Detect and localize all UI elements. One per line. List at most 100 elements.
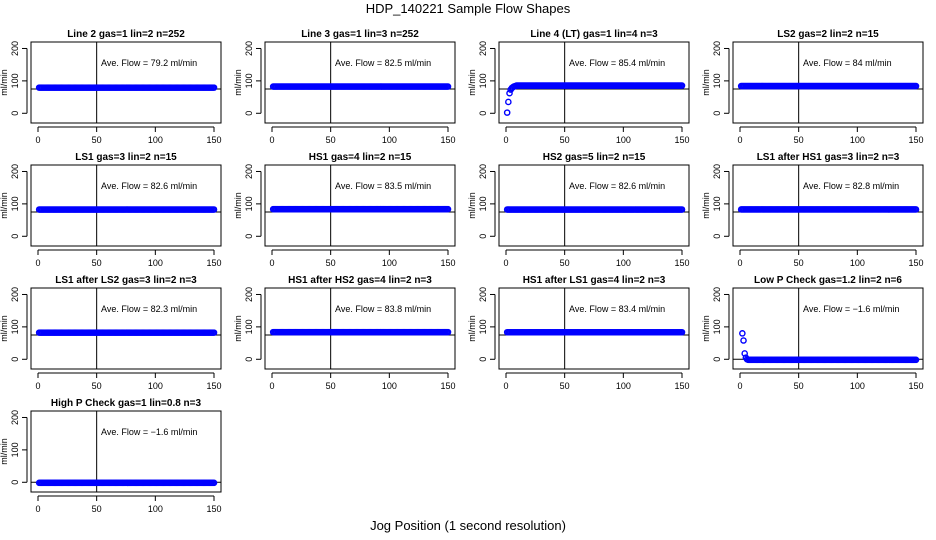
x-tick-label: 0 xyxy=(269,258,274,268)
data-point xyxy=(210,329,218,336)
y-axis-label: ml/min xyxy=(233,315,243,342)
y-tick-label: 100 xyxy=(478,196,488,211)
x-tick-label: 150 xyxy=(674,135,689,145)
y-axis-label: ml/min xyxy=(0,69,9,96)
y-tick-label: 200 xyxy=(712,287,722,302)
plot-frame xyxy=(30,410,222,493)
x-tick-label: 100 xyxy=(850,258,865,268)
panel-10: HS1 after HS2 gas=4 lin=2 n=3 Ave. Flow =… xyxy=(233,275,456,391)
x-tick-label: 0 xyxy=(35,381,40,391)
y-tick-label: 200 xyxy=(10,410,20,425)
panel-13: High P Check gas=1 lin=0.8 n=3 Ave. Flow … xyxy=(0,398,222,514)
x-tick-label: 0 xyxy=(35,504,40,514)
x-tick-label: 0 xyxy=(503,381,508,391)
panel-12: Low P Check gas=1.2 lin=2 n=6 Ave. Flow =… xyxy=(701,275,924,391)
data-point xyxy=(210,479,218,487)
x-tick-label: 0 xyxy=(269,381,274,391)
y-axis-label: ml/min xyxy=(467,192,477,219)
y-tick-label: 100 xyxy=(712,319,722,334)
panel-7: HS2 gas=5 lin=2 n=15 Ave. Flow = 82.6 ml/… xyxy=(467,152,690,268)
flow-annotation: Ave. Flow = 82.8 ml/min xyxy=(803,181,899,191)
data-point xyxy=(444,205,452,213)
x-tick-label: 150 xyxy=(440,258,455,268)
panel-title: High P Check gas=1 lin=0.8 n=3 xyxy=(51,398,202,409)
x-tick-label: 50 xyxy=(794,135,804,145)
panel-title: LS2 gas=2 lin=2 n=15 xyxy=(777,29,879,40)
panel-title: HS1 after LS1 gas=4 lin=2 n=3 xyxy=(523,275,666,286)
flow-annotation: Ave. Flow = 83.4 ml/min xyxy=(569,304,665,314)
x-tick-label: 0 xyxy=(269,135,274,145)
y-tick-label: 200 xyxy=(712,164,722,179)
plot-frame xyxy=(264,41,456,124)
flow-annotation: Ave. Flow = 82.3 ml/min xyxy=(101,304,197,314)
x-tick-label: 150 xyxy=(440,381,455,391)
y-tick-label: 200 xyxy=(10,164,20,179)
y-tick-label: 100 xyxy=(712,196,722,211)
x-tick-label: 50 xyxy=(326,381,336,391)
x-tick-label: 50 xyxy=(560,135,570,145)
x-tick-label: 150 xyxy=(908,258,923,268)
x-tick-label: 150 xyxy=(674,258,689,268)
y-tick-label: 0 xyxy=(478,111,488,116)
y-tick-label: 0 xyxy=(10,111,20,116)
x-tick-label: 0 xyxy=(737,381,742,391)
x-tick-label: 100 xyxy=(148,381,163,391)
x-tick-label: 100 xyxy=(616,381,631,391)
y-tick-label: 100 xyxy=(478,73,488,88)
data-point xyxy=(739,330,746,337)
data-point xyxy=(912,356,920,364)
plot-frame xyxy=(30,287,222,370)
plot-frame xyxy=(498,41,690,124)
x-tick-label: 0 xyxy=(503,258,508,268)
x-tick-label: 0 xyxy=(737,135,742,145)
y-tick-label: 100 xyxy=(10,73,20,88)
y-tick-label: 200 xyxy=(712,41,722,56)
x-tick-label: 150 xyxy=(206,504,221,514)
y-tick-label: 0 xyxy=(10,234,20,239)
y-tick-label: 0 xyxy=(244,111,254,116)
panel-6: HS1 gas=4 lin=2 n=15 Ave. Flow = 83.5 ml/… xyxy=(233,152,456,268)
flow-annotation: Ave. Flow = 82.6 ml/min xyxy=(101,181,197,191)
flow-annotation: Ave. Flow = 82.5 ml/min xyxy=(335,58,431,68)
x-tick-label: 100 xyxy=(382,381,397,391)
data-point xyxy=(505,98,512,106)
x-axis-label: Jog Position (1 second resolution) xyxy=(370,518,566,533)
flow-annotation: Ave. Flow = −1.6 ml/min xyxy=(803,304,899,314)
x-tick-label: 50 xyxy=(794,258,804,268)
flow-annotation: Ave. Flow = 82.6 ml/min xyxy=(569,181,665,191)
flow-annotation: Ave. Flow = 83.5 ml/min xyxy=(335,181,431,191)
data-point xyxy=(678,206,686,213)
plot-frame xyxy=(732,287,924,370)
plot-frame xyxy=(498,164,690,247)
y-tick-label: 0 xyxy=(10,357,20,362)
flow-annotation: Ave. Flow = 84 ml/min xyxy=(803,58,892,68)
flow-annotation: Ave. Flow = 83.8 ml/min xyxy=(335,304,431,314)
y-tick-label: 200 xyxy=(244,287,254,302)
panel-4: LS2 gas=2 lin=2 n=15 Ave. Flow = 84 ml/mi… xyxy=(701,29,924,145)
panel-title: LS1 after HS1 gas=3 lin=2 n=3 xyxy=(757,152,900,163)
y-tick-label: 0 xyxy=(244,234,254,239)
y-tick-label: 200 xyxy=(478,164,488,179)
y-axis-label: ml/min xyxy=(701,192,711,219)
panel-3: Line 4 (LT) gas=1 lin=4 n=3 Ave. Flow = 8… xyxy=(467,29,690,145)
data-point xyxy=(740,337,747,344)
y-tick-label: 0 xyxy=(244,357,254,362)
plot-frame xyxy=(732,164,924,247)
y-tick-label: 0 xyxy=(712,357,722,362)
x-tick-label: 50 xyxy=(560,258,570,268)
y-tick-label: 0 xyxy=(712,111,722,116)
data-point xyxy=(506,89,513,97)
y-tick-label: 100 xyxy=(478,319,488,334)
y-tick-label: 0 xyxy=(478,234,488,239)
x-tick-label: 150 xyxy=(440,135,455,145)
y-axis-label: ml/min xyxy=(233,192,243,219)
x-tick-label: 50 xyxy=(326,258,336,268)
panel-5: LS1 gas=3 lin=2 n=15 Ave. Flow = 82.6 ml/… xyxy=(0,152,222,268)
panel-title: HS1 gas=4 lin=2 n=15 xyxy=(309,152,412,163)
x-tick-label: 100 xyxy=(148,135,163,145)
y-tick-label: 100 xyxy=(10,196,20,211)
y-tick-label: 200 xyxy=(244,164,254,179)
x-tick-label: 0 xyxy=(35,258,40,268)
x-tick-label: 150 xyxy=(206,135,221,145)
y-tick-label: 200 xyxy=(478,41,488,56)
